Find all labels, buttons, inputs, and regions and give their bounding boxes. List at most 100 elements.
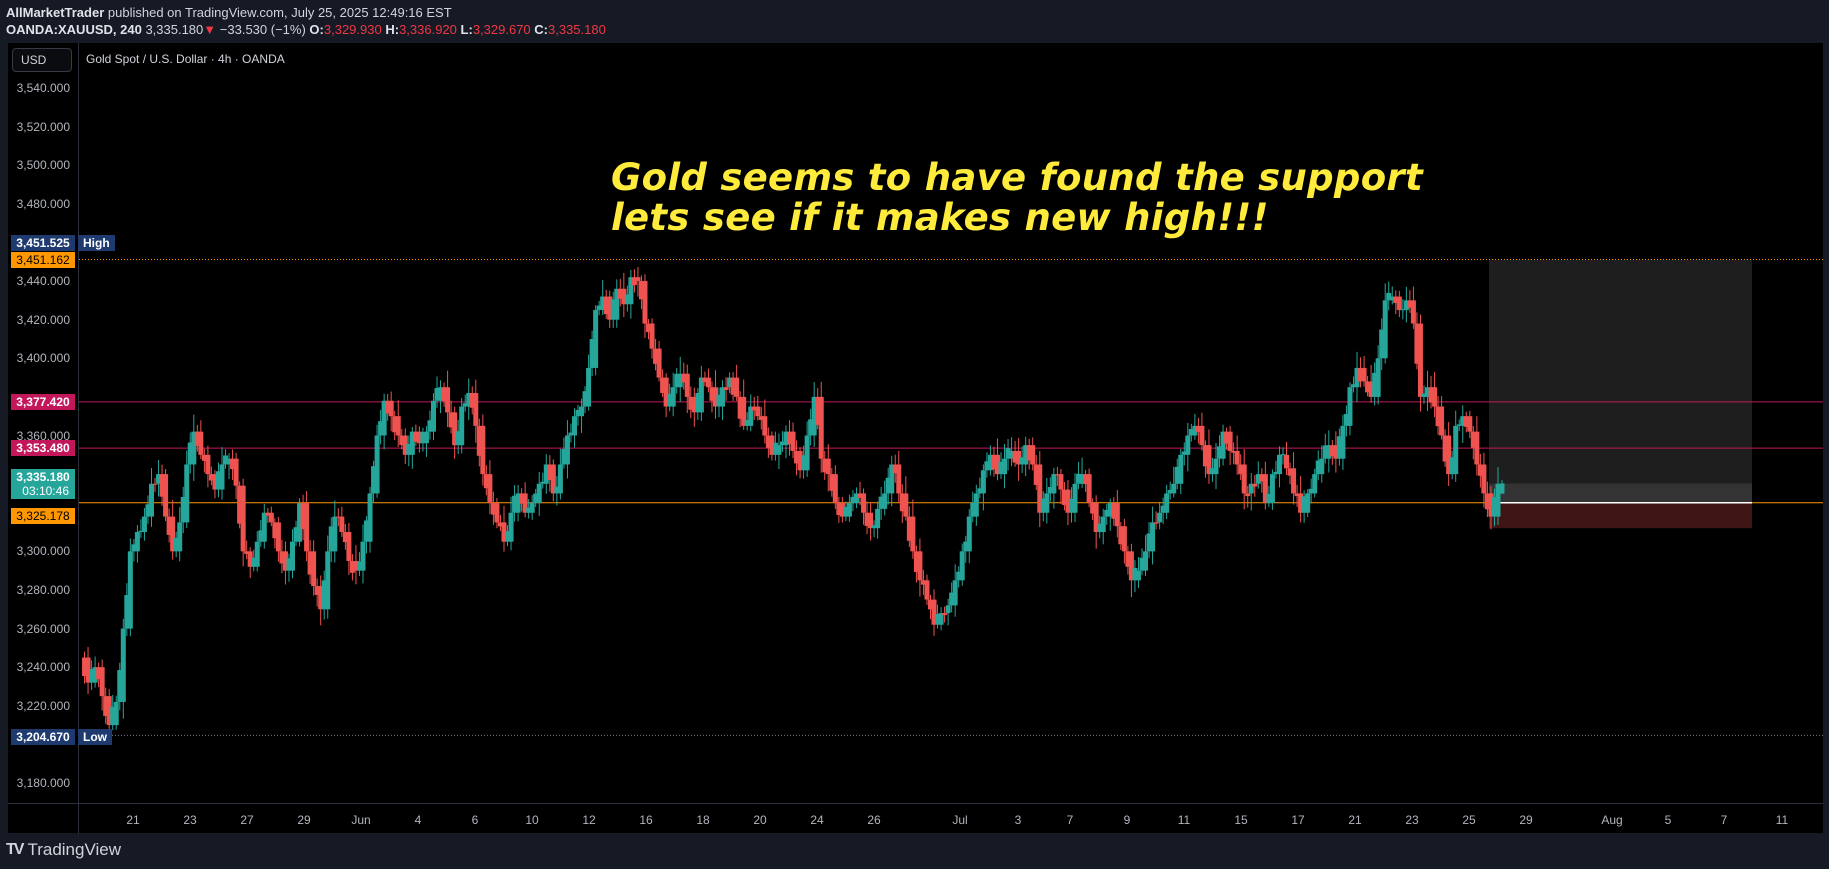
candle-body xyxy=(1269,474,1275,504)
candle-body xyxy=(631,277,637,286)
price-plot[interactable] xyxy=(79,43,1823,803)
candle-body xyxy=(420,432,426,444)
candle-body xyxy=(868,512,874,529)
price-axis[interactable]: USD 3,180.000 3,220.000 3,240.000 3,260.000… xyxy=(8,43,79,803)
candle-body xyxy=(1308,488,1314,494)
candle-body xyxy=(910,516,916,552)
candle-body xyxy=(1079,474,1085,484)
candle-body xyxy=(82,657,88,677)
candle-body xyxy=(681,373,687,383)
candle-body xyxy=(1449,457,1455,475)
price-tick-label: 3,220.000 xyxy=(16,698,70,713)
candle-body xyxy=(1425,387,1431,397)
candle-body xyxy=(804,435,810,471)
candle-body xyxy=(1386,292,1392,301)
candle-body xyxy=(783,431,789,446)
price-tick-label: 3,540.000 xyxy=(16,81,70,95)
candle-body xyxy=(1255,474,1261,484)
candle-body xyxy=(1439,406,1445,436)
candle-body xyxy=(1495,483,1501,517)
candle-body xyxy=(917,551,923,581)
candle-body xyxy=(364,520,370,542)
candle-body xyxy=(307,551,313,575)
author-name[interactable]: AllMarketTrader xyxy=(6,5,105,20)
candle-body xyxy=(191,431,197,465)
candle-body xyxy=(226,458,232,465)
candle-body xyxy=(1350,384,1356,388)
time-tick-label: 7 xyxy=(1066,813,1074,827)
candle-body xyxy=(603,296,609,315)
candle-body xyxy=(889,464,895,494)
candle-body xyxy=(1121,526,1127,552)
candle-body xyxy=(314,586,320,595)
price-change: −33.530 (−1%) xyxy=(219,22,306,37)
candle-body xyxy=(952,580,958,606)
candle-body xyxy=(730,377,736,395)
candle-body xyxy=(1002,458,1008,475)
candle-body xyxy=(716,394,722,407)
candle-body xyxy=(1146,533,1152,552)
candle-body xyxy=(1128,551,1134,581)
candle-body xyxy=(469,393,475,408)
candle-body xyxy=(215,471,221,490)
candle-body xyxy=(646,323,652,333)
price-tick-label: 3,180.000 xyxy=(16,776,70,791)
text-annotation[interactable]: Gold seems to have found the support let… xyxy=(611,158,1423,238)
candle-body xyxy=(455,431,461,446)
candle-body xyxy=(836,503,842,515)
candle-body xyxy=(212,474,218,490)
candle-body xyxy=(406,443,412,455)
candle-body xyxy=(822,458,828,473)
candle-body xyxy=(166,516,172,535)
candle-body xyxy=(1139,557,1145,571)
price-tick-label: 3,480.000 xyxy=(16,196,70,211)
candle-body xyxy=(1143,551,1149,571)
candle-body xyxy=(1132,567,1138,581)
candle-body xyxy=(399,435,405,446)
candle-body xyxy=(1023,445,1029,465)
currency-button[interactable]: USD xyxy=(12,48,72,72)
candle-body xyxy=(617,288,623,299)
candle-body xyxy=(279,551,285,564)
candle-body xyxy=(328,526,334,552)
resistance-upper-tag: 3,377.420 xyxy=(11,394,75,410)
time-tick-label: 18 xyxy=(696,813,710,827)
candle-body xyxy=(1488,493,1494,517)
publish-line: AllMarketTrader published on TradingView… xyxy=(6,4,606,21)
time-tick-label: 29 xyxy=(1519,813,1533,827)
candle-body xyxy=(1047,486,1053,494)
candle-body xyxy=(568,432,574,436)
candle-body xyxy=(1432,387,1438,407)
candle-body xyxy=(1484,493,1490,510)
down-arrow-icon: ▼ xyxy=(203,22,217,37)
candle-body xyxy=(233,458,239,486)
candle-body xyxy=(709,387,715,401)
candle-body xyxy=(1195,425,1201,432)
candle-body xyxy=(973,493,979,517)
candle-body xyxy=(1107,503,1113,517)
candle-body xyxy=(769,435,775,455)
candle-body xyxy=(325,551,331,610)
candle-body xyxy=(304,503,310,552)
candle-body xyxy=(103,696,109,716)
candle-body xyxy=(1470,431,1476,448)
candle-body xyxy=(297,503,303,542)
candle-body xyxy=(575,409,581,417)
candle-body xyxy=(1407,300,1413,308)
chart-area[interactable]: USD 3,180.000 3,220.000 3,240.000 3,260.000… xyxy=(8,43,1823,834)
candle-body xyxy=(614,288,620,320)
candle-body xyxy=(409,431,415,455)
candle-body xyxy=(378,421,384,436)
candle-body xyxy=(945,605,951,614)
close-value: 3,335.180 xyxy=(548,22,606,37)
candle-body xyxy=(536,483,542,504)
candle-body xyxy=(1234,450,1240,465)
candle-body xyxy=(1065,489,1071,513)
candle-body xyxy=(1231,450,1237,453)
range-high-price-tag: 3,451.525 xyxy=(11,235,75,251)
candle-body xyxy=(1252,483,1258,487)
candle-body xyxy=(416,431,422,444)
time-axis[interactable]: 21 23 27 29 Jun 4 6 10 12 16 18 20 24 26 Jul 3 7 9 11 15 17 2… xyxy=(8,803,1823,834)
candle-body xyxy=(660,377,666,393)
candle-body xyxy=(1030,445,1036,465)
